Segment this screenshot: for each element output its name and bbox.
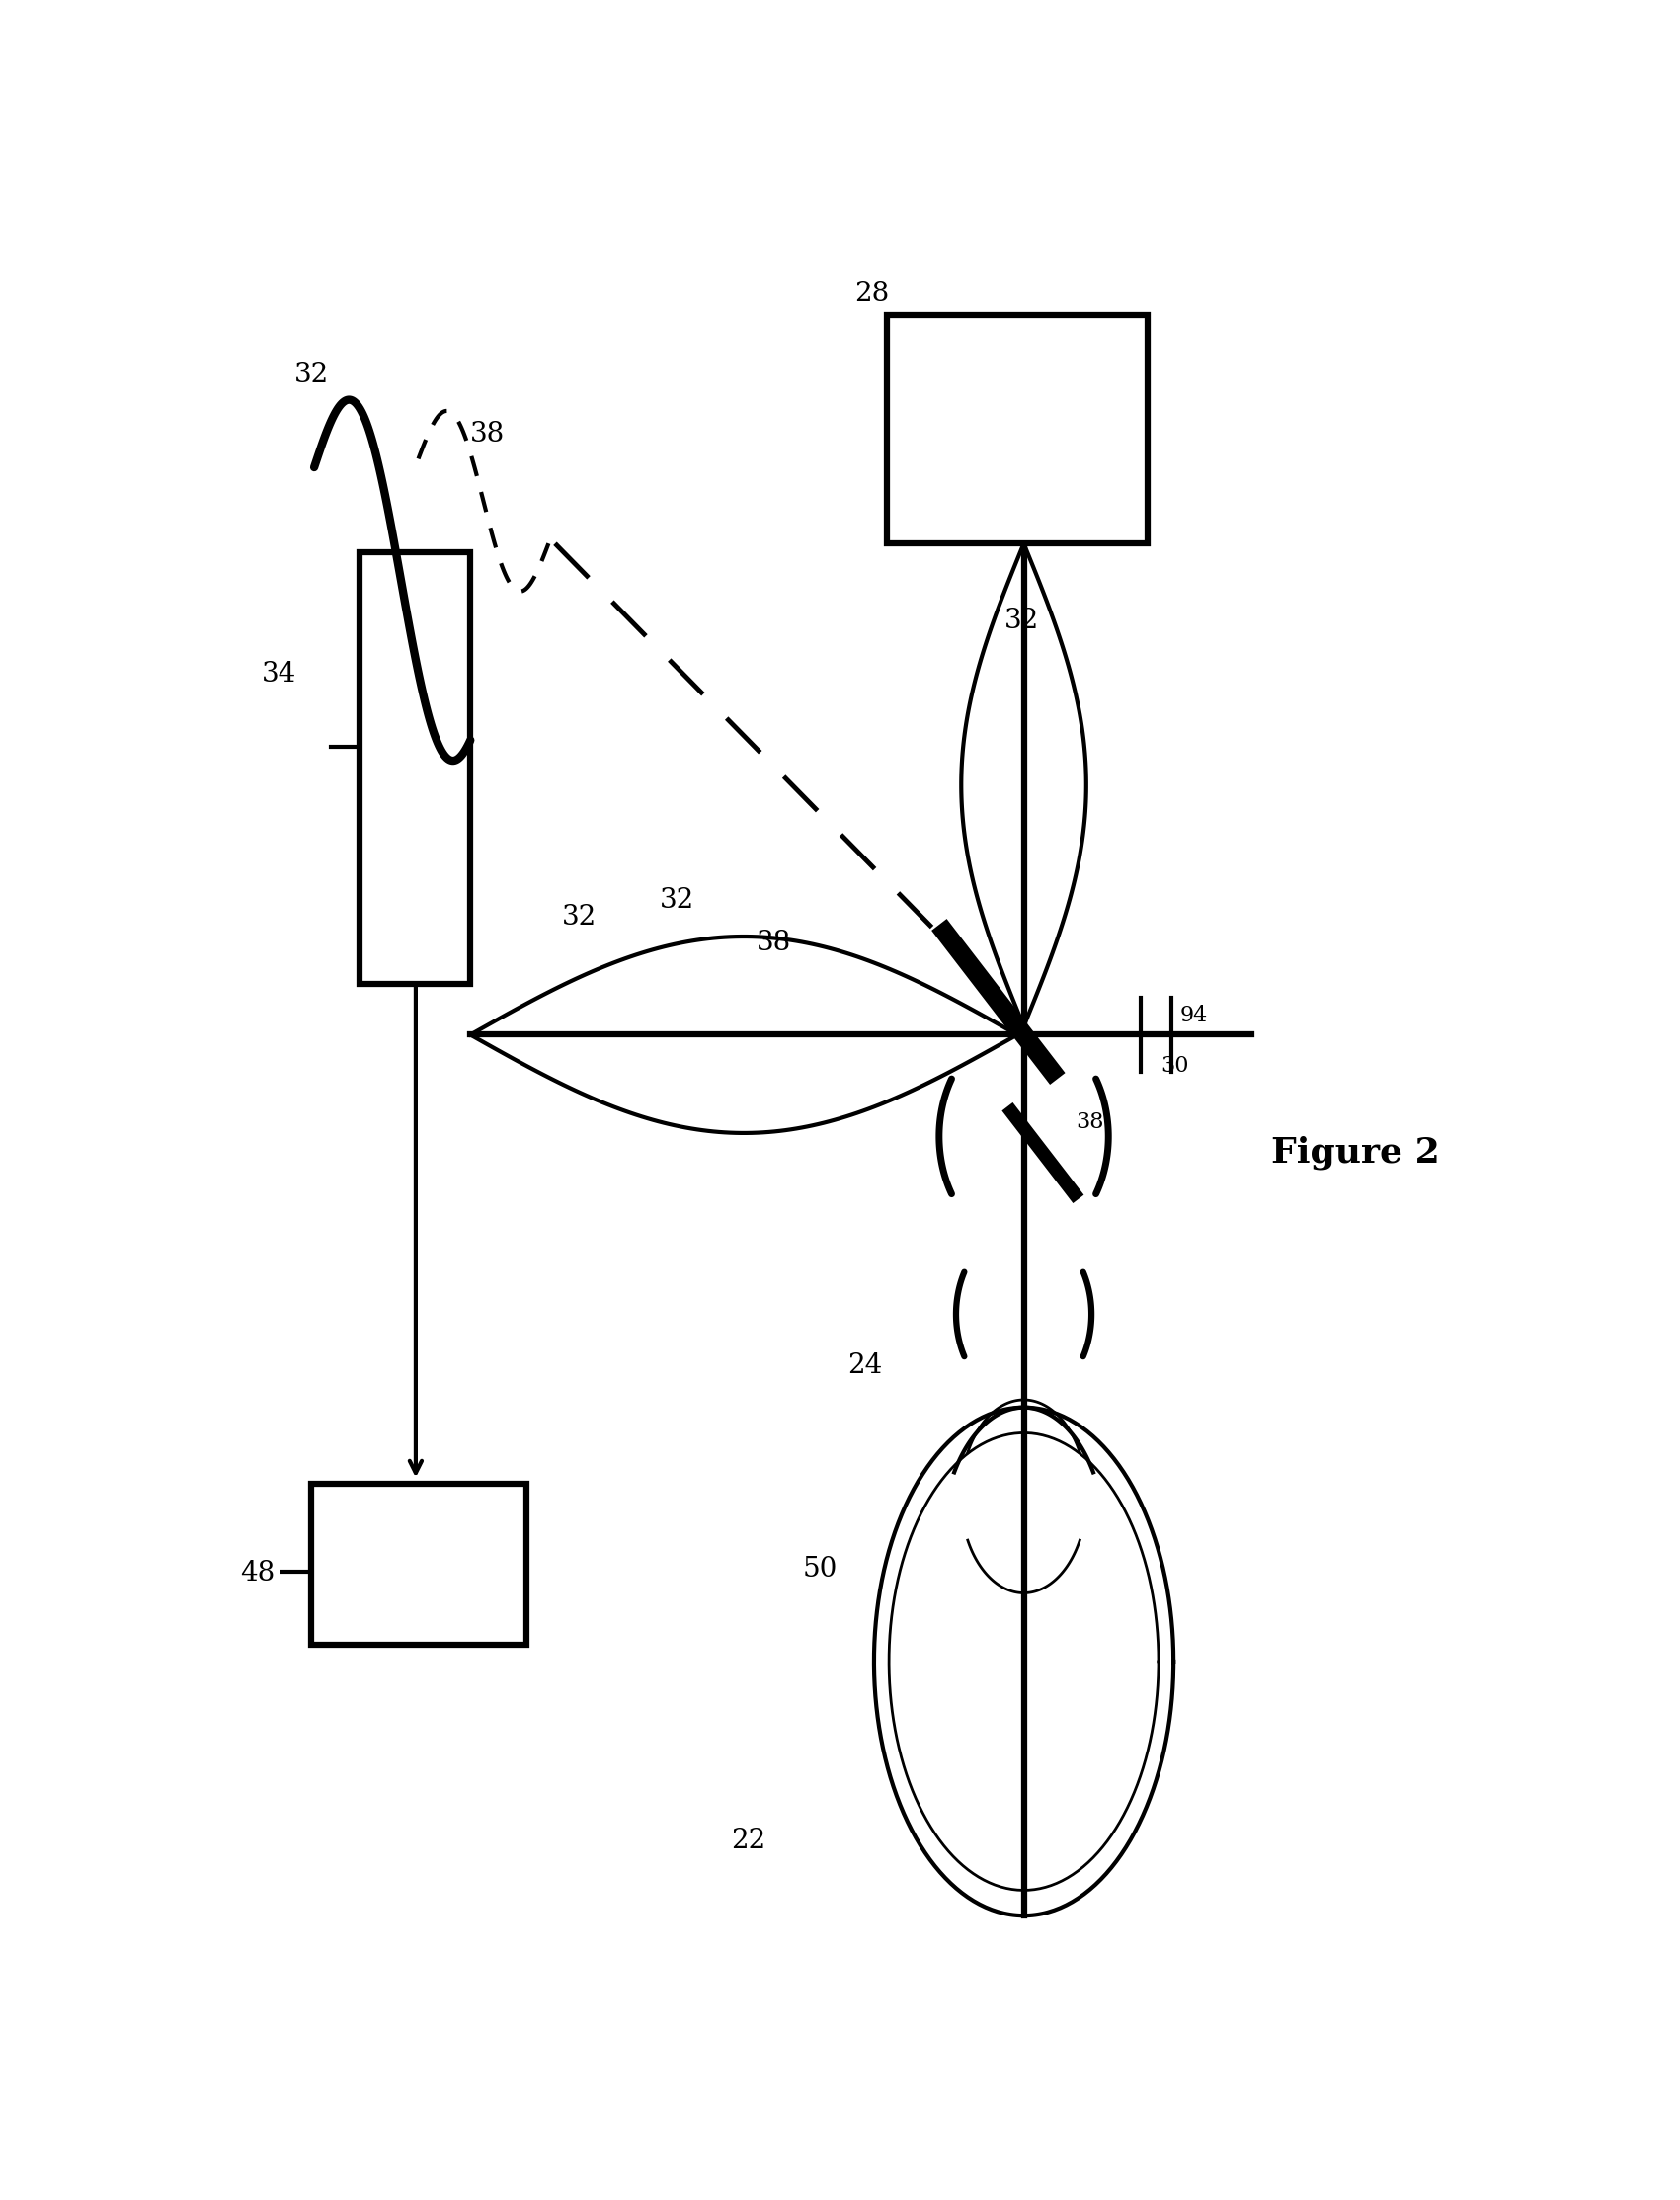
Text: 30: 30 — [1161, 1056, 1189, 1078]
Text: 50: 50 — [803, 1555, 837, 1582]
Bar — [360, 552, 470, 983]
Text: 38: 38 — [1075, 1111, 1104, 1133]
Text: 28: 28 — [855, 282, 889, 308]
Bar — [311, 1483, 526, 1646]
Text: 22: 22 — [731, 1828, 766, 1855]
Text: 38: 38 — [756, 928, 791, 957]
Text: 32: 32 — [561, 904, 596, 931]
Text: 32: 32 — [659, 887, 694, 913]
Text: 48: 48 — [240, 1560, 276, 1586]
Text: 32: 32 — [1005, 607, 1038, 634]
Text: 32: 32 — [294, 361, 329, 389]
Text: 38: 38 — [470, 420, 506, 449]
Text: 94: 94 — [1179, 1005, 1208, 1025]
Text: Figure 2: Figure 2 — [1272, 1135, 1440, 1168]
Text: 34: 34 — [262, 660, 297, 686]
Bar — [887, 315, 1147, 543]
Text: 24: 24 — [848, 1353, 882, 1379]
